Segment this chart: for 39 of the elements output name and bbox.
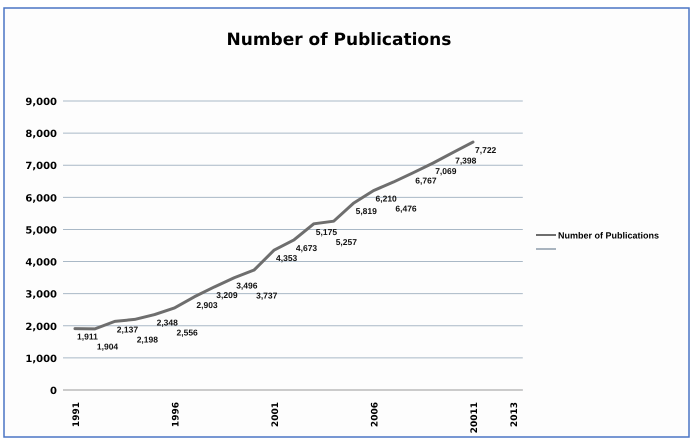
x-tick-label: 2001 <box>271 402 281 428</box>
y-tick-label: 5,000 <box>25 225 58 236</box>
data-label: 3,496 <box>236 280 258 291</box>
data-label: 2,137 <box>116 324 138 334</box>
data-label: 2,556 <box>176 328 198 338</box>
y-tick-label: 8,000 <box>25 129 58 140</box>
chart-title: Number of Publications <box>226 30 452 50</box>
data-label: 5,257 <box>336 236 358 247</box>
data-label: 3,737 <box>256 290 278 301</box>
legend-label: Number of Publications <box>558 230 660 240</box>
x-tick-label: 1996 <box>172 402 182 428</box>
x-tick-label: 1991 <box>72 402 82 428</box>
y-tick-label: 9,000 <box>25 97 58 108</box>
data-label: 1,904 <box>96 342 118 352</box>
y-tick-label: 1,000 <box>25 354 58 365</box>
data-label: 7,398 <box>455 155 477 166</box>
data-label: 4,673 <box>296 242 318 253</box>
data-label: 2,198 <box>136 334 158 344</box>
data-label: 4,353 <box>276 253 298 264</box>
data-label: 5,175 <box>316 226 338 237</box>
x-tick-label: 2013 <box>510 402 520 428</box>
y-tick-label: 2,000 <box>25 322 58 333</box>
data-label: 6,767 <box>415 176 437 186</box>
y-tick-label: 3,000 <box>25 290 58 301</box>
data-label: 5,819 <box>356 206 378 216</box>
data-label: 3,209 <box>216 290 238 300</box>
x-tick-label: 2006 <box>370 402 380 428</box>
y-tick-label: 6,000 <box>25 193 58 204</box>
y-tick-label: 7,000 <box>25 161 58 172</box>
data-label: 2,903 <box>196 300 218 310</box>
y-tick-label: 4,000 <box>25 258 58 269</box>
data-label: 7,069 <box>435 166 457 176</box>
x-tick-label: 20011 <box>470 402 480 434</box>
data-label: 7,722 <box>475 145 497 156</box>
data-label: 6,210 <box>376 194 398 204</box>
data-label: 2,348 <box>156 318 178 328</box>
y-tick-label: 0 <box>50 386 58 397</box>
data-label: 1,911 <box>77 332 98 342</box>
data-label: 6,476 <box>395 204 417 214</box>
